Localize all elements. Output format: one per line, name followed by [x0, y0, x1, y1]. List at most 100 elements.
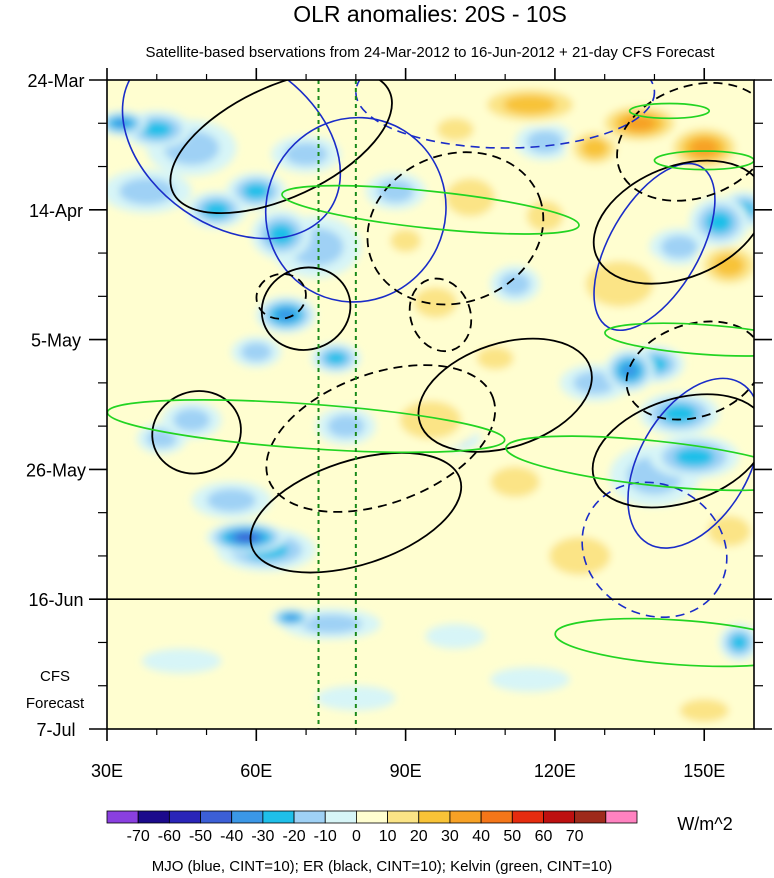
- olr-blob: [243, 183, 270, 200]
- colorbar-label: 30: [441, 828, 459, 845]
- colorbar-label: 70: [566, 828, 584, 845]
- y-tick-label: 26-May: [26, 460, 86, 480]
- kelvin-contour: [554, 617, 754, 668]
- mjo-contour: [581, 481, 728, 619]
- colorbar-label: -50: [189, 828, 212, 845]
- olr-blob: [573, 371, 617, 395]
- olr-blob: [549, 536, 611, 575]
- olr-blob: [284, 614, 299, 621]
- mjo-contour: [355, 80, 656, 149]
- colorbar-label: 40: [472, 828, 490, 845]
- colorbar-box: [137, 810, 170, 824]
- kelvin-contour: [281, 184, 580, 235]
- olr-blob: [390, 229, 421, 253]
- colorbar-label: 0: [352, 828, 361, 845]
- colorbar-label: -30: [251, 828, 274, 845]
- olr-blob: [206, 488, 256, 512]
- colorbar-label: -20: [282, 828, 305, 845]
- plot-frame: [106, 79, 755, 730]
- er-contour: [151, 390, 242, 475]
- er-contour: [592, 159, 754, 285]
- er-contour: [616, 81, 754, 202]
- olr-blob: [713, 254, 745, 277]
- olr-blob: [730, 634, 748, 651]
- olr-blob: [674, 447, 715, 467]
- colorbar-label: 10: [379, 828, 397, 845]
- olr-blob: [526, 200, 564, 232]
- olr-blob: [661, 404, 698, 424]
- colorbar-label: -60: [158, 828, 181, 845]
- er-contour: [169, 80, 393, 215]
- colorbar-box: [168, 810, 201, 824]
- y-tick-label: 14-Apr: [29, 201, 83, 221]
- colorbar-box: [293, 810, 326, 824]
- y-tick-label: 7-Jul: [36, 720, 75, 740]
- y-tick-label: 16-Jun: [28, 590, 83, 610]
- colorbar-box: [574, 810, 607, 824]
- olr-blob: [377, 179, 415, 203]
- olr-blob: [679, 699, 729, 722]
- colorbar-box: [418, 810, 451, 824]
- colorbar-box: [262, 810, 295, 824]
- er-contour: [366, 151, 545, 306]
- olr-blob: [503, 95, 557, 115]
- olr-blob: [490, 466, 540, 497]
- colorbar-label: 20: [410, 828, 428, 845]
- olr-blob: [581, 138, 609, 158]
- olr-blob: [430, 691, 531, 729]
- colorbar-box: [511, 810, 544, 824]
- er-contour: [591, 393, 754, 509]
- colorbar: -70 -60 -50 -40 -30 -20 -10 0 10 20 30 40 50 60 70: [106, 810, 638, 845]
- y-tick-label: 24-Mar: [27, 71, 84, 91]
- olr-blob: [141, 121, 173, 138]
- colorbar-label: 50: [503, 828, 521, 845]
- er-contours: [151, 80, 754, 574]
- olr-blob: [437, 118, 474, 141]
- er-contour: [260, 266, 352, 351]
- er-contour: [255, 272, 307, 320]
- colorbar-box: [356, 810, 388, 824]
- olr-blob: [620, 362, 639, 379]
- chart-subtitle: Satellite-based bservations from 24-Mar-…: [145, 44, 715, 61]
- mjo-contour: [121, 80, 342, 240]
- olr-blob: [585, 261, 654, 307]
- olr-blob: [690, 139, 719, 157]
- olr-blob: [113, 118, 131, 128]
- olr-blob: [425, 623, 486, 649]
- er-contour: [625, 320, 754, 421]
- olr-blob: [119, 177, 175, 205]
- kelvin-contour: [628, 102, 711, 120]
- colorbar-box: [449, 810, 482, 824]
- olr-blob: [267, 223, 295, 246]
- er-contour: [249, 451, 463, 574]
- colorbar-units: W/m^2: [677, 814, 732, 834]
- olr-blob: [234, 532, 258, 542]
- x-tick-label: 150E: [683, 761, 725, 781]
- olr-blob: [399, 400, 462, 439]
- colorbar-box: [543, 810, 576, 824]
- olr-blob: [660, 235, 698, 259]
- olr-blob: [414, 287, 457, 318]
- er-contour: [417, 337, 593, 453]
- colorbar-box: [324, 810, 357, 824]
- x-tick-label: 120E: [534, 761, 576, 781]
- olr-blob: [327, 414, 365, 438]
- olr-blob: [173, 408, 210, 432]
- kelvin-contours: [107, 102, 754, 668]
- olr-blob: [324, 351, 347, 366]
- olr-blob: [300, 614, 362, 634]
- olr-blob: [141, 648, 222, 674]
- forecast-label-line1: CFS: [40, 668, 70, 685]
- olr-blob: [445, 178, 495, 217]
- olr-blob: [203, 201, 230, 219]
- x-axis: 30E 60E 90E 120E 150E: [91, 68, 725, 781]
- kelvin-contour: [505, 435, 754, 492]
- colorbar-box: [387, 810, 420, 824]
- colorbar-label: -10: [314, 828, 337, 845]
- colorbar-label: 60: [535, 828, 553, 845]
- colorbar-box: [106, 810, 139, 824]
- x-tick-label: 60E: [240, 761, 272, 781]
- colorbar-box: [605, 810, 638, 824]
- mjo-contour: [264, 116, 447, 303]
